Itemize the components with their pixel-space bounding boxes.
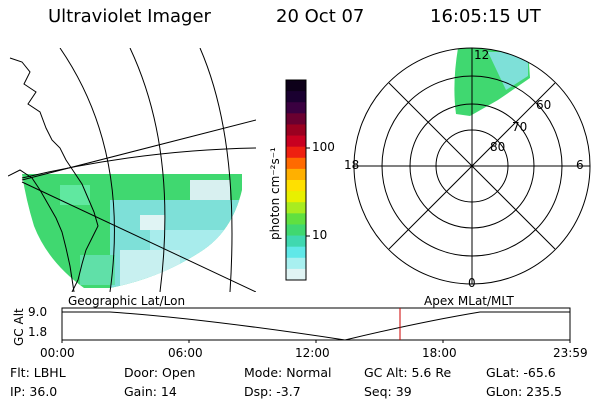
geo-panel-label: Geographic Lat/Lon [68, 294, 186, 308]
alt-xtick-2359: 23:59 [553, 346, 588, 360]
alt-xtick-0000: 00:00 [40, 346, 75, 360]
glon-status: GLon: 235.5 [486, 384, 562, 399]
colorbar-stripe [286, 246, 306, 259]
colorbar-stripe [286, 80, 306, 92]
colorbar-stripe [286, 257, 306, 270]
colorbar-stripe [286, 91, 306, 103]
colorbar-stripe [286, 268, 306, 281]
colorbar-stripe [286, 168, 306, 181]
colorbar-stripe [286, 180, 306, 192]
gc-alt-status: GC Alt: 5.6 Re [364, 365, 452, 380]
mlt-label-6: 6 [576, 158, 584, 172]
mode-status: Mode: Normal [244, 365, 332, 380]
mlat-label-80: 80 [490, 140, 506, 154]
colorbar-stripe [286, 102, 306, 114]
colorbar-stripe [286, 135, 306, 148]
polar-panel-label: Apex MLat/MLT [424, 294, 514, 308]
colorbar-stripe [286, 235, 306, 248]
mlt-label-12: 12 [474, 48, 490, 62]
time-label: 16:05:15 UT [430, 6, 541, 27]
door-status: Door: Open [124, 365, 196, 380]
colorbar-stripe [286, 124, 306, 137]
colorbar-stripe [286, 191, 306, 203]
instrument-title: Ultraviolet Imager [48, 6, 211, 27]
mlat-label-70: 70 [512, 120, 528, 134]
altitude-curve [62, 311, 570, 341]
alt-xtick-1800: 18:00 [422, 346, 457, 360]
colorbar-tick-10: 10 [312, 228, 328, 242]
alt-xtick-1200: 12:00 [295, 346, 330, 360]
colorbar-stripe [286, 213, 306, 225]
mlt-label-0: 0 [468, 276, 476, 290]
colorbar-stripe [286, 113, 306, 125]
alt-ytick-9: 9.0 [28, 305, 48, 319]
coastline [9, 57, 99, 292]
dsp-status: Dsp: -3.7 [244, 384, 301, 399]
alt-xtick-0600: 06:00 [168, 346, 203, 360]
filter-status: Flt: LBHL [10, 365, 66, 380]
mlt-label-18: 18 [344, 158, 360, 172]
seq-status: Seq: 39 [364, 384, 412, 399]
glat-status: GLat: -65.6 [486, 365, 556, 380]
colorbar-stripe [286, 146, 306, 159]
alt-plot-ylabel: GC Alt [12, 308, 26, 346]
gain-status: Gain: 14 [124, 384, 177, 399]
colorbar-border [285, 79, 307, 281]
date-label: 20 Oct 07 [276, 6, 365, 27]
colorbar-tick-100: 100 [312, 140, 335, 154]
colorbar-stripe [286, 202, 306, 214]
colorbar-stripe [286, 224, 306, 237]
colorbar-stripe [286, 157, 306, 170]
mlat-label-60: 60 [536, 98, 552, 112]
alt-ytick-1-8: 1.8 [28, 325, 48, 339]
ip-status: IP: 36.0 [10, 384, 58, 399]
